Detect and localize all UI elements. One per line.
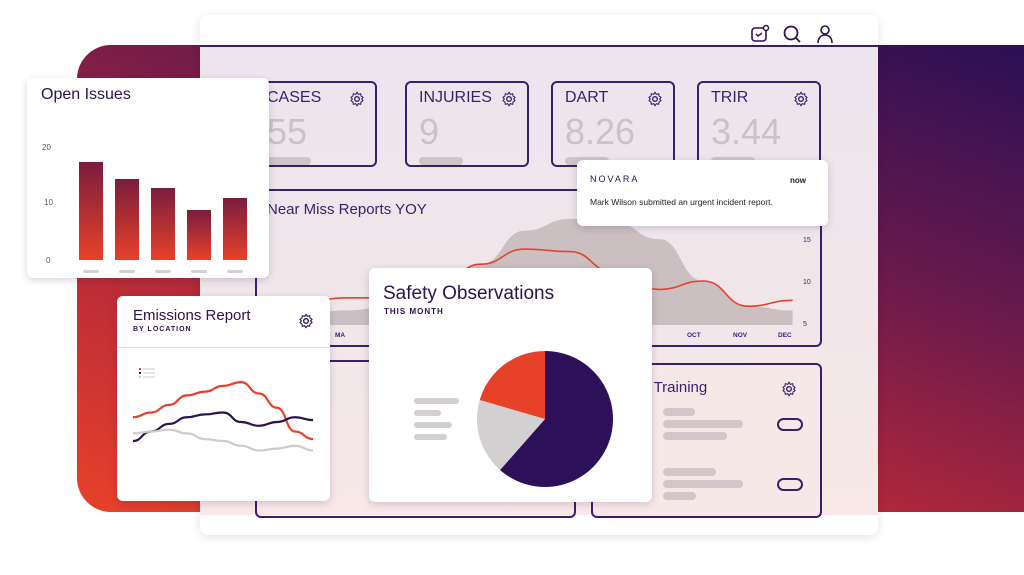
novara-logo: NOVARA — [590, 174, 640, 184]
placeholder-line — [663, 420, 743, 428]
x-tick: DEC — [778, 332, 792, 339]
safety-subtitle: THIS MONTH — [384, 307, 444, 316]
legend-label-placeholder — [143, 368, 155, 370]
kpi-label: CASES — [267, 89, 322, 106]
safety-pie-chart — [477, 351, 613, 487]
emissions-title: Emissions Report — [133, 307, 251, 324]
gear-icon[interactable] — [298, 313, 314, 329]
kpi-progress-placeholder — [267, 157, 311, 165]
legend-placeholder — [414, 410, 441, 416]
y-tick: 15 — [803, 237, 811, 244]
kpi-label: TRIR — [711, 89, 749, 106]
kpi-value: 3.44 — [711, 111, 782, 152]
bar[interactable] — [115, 178, 139, 260]
x-label-placeholder — [227, 270, 243, 273]
gear-icon[interactable] — [501, 91, 517, 107]
y-tick: 10 — [44, 198, 53, 207]
y-tick: 0 — [46, 256, 51, 265]
open-issues-card: Open Issues 20 10 0 — [27, 78, 269, 278]
gear-icon[interactable] — [793, 91, 809, 107]
bar[interactable] — [79, 162, 103, 260]
legend-label-placeholder — [143, 376, 155, 378]
kpi-card-cases[interactable]: CASES 55 — [253, 81, 377, 167]
bar[interactable] — [151, 188, 175, 260]
notification-time: now — [790, 176, 806, 185]
toggle-button[interactable] — [777, 418, 803, 431]
y-tick: 5 — [803, 321, 807, 328]
kpi-card-injuries[interactable]: INJURIES 9 — [405, 81, 529, 167]
legend-placeholder — [414, 434, 447, 440]
legend-swatch — [139, 372, 141, 374]
x-label-placeholder — [155, 270, 171, 273]
kpi-value: 8.26 — [565, 111, 636, 152]
y-tick: 10 — [803, 279, 811, 286]
legend-placeholder — [414, 398, 459, 404]
x-tick: NOV — [733, 332, 748, 339]
pie-slice[interactable] — [479, 351, 545, 419]
legend-swatch — [139, 376, 141, 378]
emissions-line — [132, 428, 314, 452]
kpi-card-trir[interactable]: TRIR 3.44 — [697, 81, 821, 167]
legend-label-placeholder — [143, 372, 155, 374]
notification-toast[interactable]: NOVARA now Mark Wilson submitted an urge… — [577, 160, 828, 226]
emissions-line — [132, 380, 314, 441]
x-label-placeholder — [119, 270, 135, 273]
emissions-card: Emissions Report BY LOCATION — [117, 296, 330, 501]
placeholder-line — [663, 432, 727, 440]
gear-icon[interactable] — [647, 91, 663, 107]
divider — [117, 347, 330, 348]
kpi-value: 55 — [267, 111, 308, 152]
gear-icon[interactable] — [349, 91, 365, 107]
gear-icon[interactable] — [781, 381, 797, 397]
emissions-chart — [132, 368, 314, 452]
calendar-notification-icon[interactable] — [750, 24, 770, 44]
x-label-placeholder — [191, 270, 207, 273]
user-icon[interactable] — [815, 24, 835, 44]
x-tick: MA — [335, 332, 345, 339]
legend-placeholder — [414, 422, 452, 428]
x-tick: OCT — [687, 332, 701, 339]
placeholder-line — [663, 480, 743, 488]
y-tick: 20 — [42, 143, 51, 152]
search-icon[interactable] — [782, 24, 802, 44]
kpi-value: 9 — [419, 111, 440, 152]
pie-slice[interactable] — [477, 400, 545, 471]
kpi-label: INJURIES — [419, 89, 492, 106]
safety-observations-card: Safety Observations THIS MONTH — [369, 268, 652, 502]
legend-swatch — [139, 368, 141, 370]
placeholder-line — [663, 408, 695, 416]
bar[interactable] — [187, 209, 211, 260]
kpi-label: DART — [565, 89, 609, 106]
pie-slice[interactable] — [500, 351, 613, 487]
safety-title: Safety Observations — [383, 283, 555, 304]
open-issues-title: Open Issues — [41, 86, 131, 103]
emissions-line — [132, 411, 314, 443]
bar[interactable] — [223, 198, 247, 260]
kpi-progress-placeholder — [419, 157, 463, 165]
toggle-button[interactable] — [777, 478, 803, 491]
kpi-card-dart[interactable]: DART 8.26 — [551, 81, 675, 167]
placeholder-line — [663, 468, 716, 476]
near-miss-title: Near Miss Reports YOY — [267, 201, 427, 218]
placeholder-line — [663, 492, 696, 500]
notification-message: Mark Wilson submitted an urgent incident… — [590, 197, 773, 207]
x-label-placeholder — [83, 270, 99, 273]
emissions-subtitle: BY LOCATION — [133, 326, 192, 333]
